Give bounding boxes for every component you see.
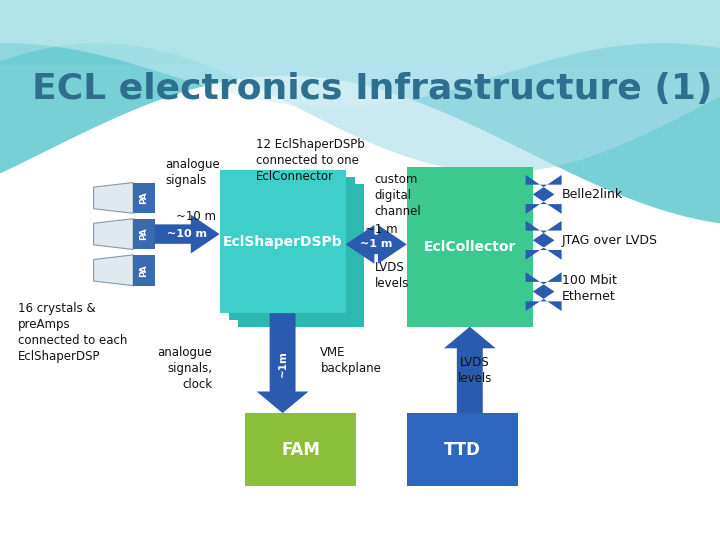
Bar [0, 0, 720, 65]
Polygon shape [94, 255, 133, 286]
FancyBboxPatch shape [407, 413, 518, 486]
Polygon shape [444, 327, 496, 413]
Text: VME
backplane: VME backplane [320, 346, 382, 375]
Text: 100 Mbit
Ethernet: 100 Mbit Ethernet [562, 274, 616, 303]
FancyBboxPatch shape [220, 170, 346, 313]
Text: PA: PA [140, 192, 148, 204]
FancyBboxPatch shape [133, 183, 155, 213]
Text: JTAG over LVDS: JTAG over LVDS [562, 234, 657, 247]
Polygon shape [526, 221, 562, 260]
Text: ~1 m: ~1 m [365, 223, 398, 236]
Polygon shape [257, 313, 308, 413]
Text: ~1m: ~1m [278, 350, 287, 376]
Text: analogue
signals,
clock: analogue signals, clock [158, 346, 212, 390]
Polygon shape [155, 214, 220, 254]
FancyBboxPatch shape [245, 413, 356, 486]
FancyBboxPatch shape [133, 219, 155, 249]
Polygon shape [526, 175, 562, 214]
Text: ~10 m: ~10 m [176, 210, 216, 222]
Polygon shape [0, 0, 720, 224]
Text: custom
digital
channel: custom digital channel [374, 173, 421, 218]
Polygon shape [0, 0, 720, 108]
Text: analogue
signals: analogue signals [166, 158, 220, 187]
Text: EclCollector: EclCollector [423, 240, 516, 254]
Text: ECL electronics Infrastructure (1): ECL electronics Infrastructure (1) [32, 72, 713, 106]
Polygon shape [94, 183, 133, 213]
Text: FAM: FAM [282, 441, 320, 458]
FancyBboxPatch shape [238, 184, 364, 327]
Polygon shape [346, 225, 407, 264]
FancyBboxPatch shape [133, 255, 155, 286]
Text: ~10 m: ~10 m [167, 229, 207, 239]
Text: ~1 m: ~1 m [360, 239, 392, 249]
Text: PA: PA [140, 228, 148, 240]
Text: TTD: TTD [444, 441, 481, 458]
Text: PA: PA [140, 264, 148, 276]
Text: EclShaperDSPb: EclShaperDSPb [222, 235, 343, 248]
Text: 16 crystals &
preAmps
connected to each
EclShaperDSP: 16 crystals & preAmps connected to each … [18, 302, 127, 363]
FancyBboxPatch shape [229, 177, 355, 320]
Text: 12 EclShaperDSPb
connected to one
EclConnector: 12 EclShaperDSPb connected to one EclCon… [256, 138, 364, 183]
Text: LVDS
levels: LVDS levels [374, 261, 409, 290]
Polygon shape [94, 219, 133, 249]
Text: Belle2link: Belle2link [562, 188, 623, 201]
FancyBboxPatch shape [407, 167, 533, 327]
Polygon shape [0, 0, 720, 173]
Text: LVDS
levels: LVDS levels [458, 356, 492, 386]
Polygon shape [526, 272, 562, 311]
